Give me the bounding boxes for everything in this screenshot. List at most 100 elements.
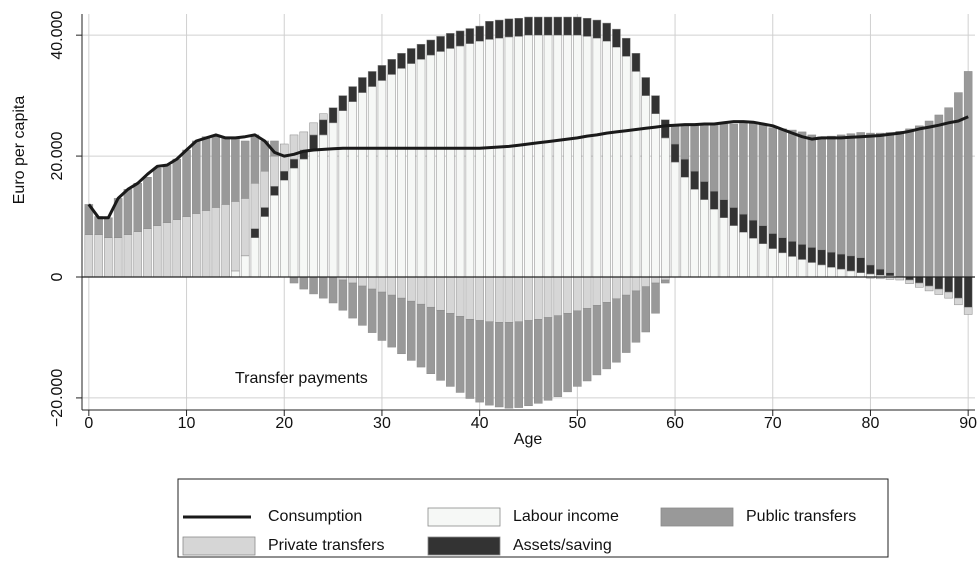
bar-segment	[719, 217, 729, 278]
bar-segment	[612, 276, 621, 300]
bar-segment	[768, 248, 778, 278]
x-tick-label: 60	[666, 415, 684, 432]
bar-segment	[543, 34, 553, 278]
bar-segment	[534, 34, 543, 278]
bar-segment	[827, 267, 836, 278]
bar-segment	[192, 213, 201, 278]
bar-segment	[670, 143, 680, 163]
bar-segment	[84, 234, 94, 278]
bar-segment	[651, 276, 660, 284]
bar-segment	[651, 282, 660, 314]
bar-segment	[485, 39, 494, 278]
bar-segment	[416, 43, 426, 60]
bar-segment	[426, 306, 436, 374]
bar-segment	[94, 234, 103, 278]
bar-segment	[358, 92, 367, 278]
bar-segment	[348, 276, 357, 284]
bar-segment	[739, 232, 748, 278]
legend-swatch	[427, 536, 501, 556]
bar-segment	[397, 297, 406, 355]
bar-segment	[231, 137, 240, 202]
bar-segment	[358, 285, 367, 326]
x-axis-label: Age	[514, 431, 543, 448]
bar-segment	[700, 124, 709, 182]
bar-segment	[690, 170, 699, 190]
bar-segment	[397, 68, 406, 278]
bar-segment	[299, 131, 309, 151]
bar-segment	[426, 39, 436, 56]
bar-segment	[690, 189, 699, 278]
bar-segment	[631, 71, 641, 278]
bar-segment	[143, 228, 152, 278]
bar-segment	[123, 234, 133, 278]
bar-segment	[367, 86, 377, 278]
legend-swatch	[182, 536, 256, 556]
bar-segment	[827, 135, 836, 253]
bar-segment	[446, 33, 455, 49]
bar-segment	[563, 313, 572, 393]
bar-segment	[475, 320, 484, 403]
bar-segment	[260, 170, 269, 208]
bar-segment	[475, 40, 484, 278]
bar-segment	[367, 71, 377, 87]
bar-segment	[485, 321, 494, 406]
bar-segment	[592, 19, 602, 39]
bar-segment	[133, 183, 142, 232]
y-tick-label: 0	[49, 272, 66, 281]
bar-segment	[641, 95, 650, 278]
bar-segment	[915, 125, 924, 278]
bar-segment	[211, 134, 221, 208]
bar-segment	[748, 238, 758, 278]
bar-segment	[270, 155, 279, 187]
bar-segment	[182, 216, 191, 278]
bar-segment	[661, 279, 670, 284]
bar-segment	[270, 195, 279, 278]
bar-segment	[338, 95, 348, 111]
bar-segment	[563, 34, 572, 278]
legend-label: Assets/saving	[513, 537, 612, 554]
bar-segment	[319, 134, 328, 278]
bar-segment	[182, 149, 191, 217]
bar-segment	[328, 122, 338, 278]
bar-segment	[407, 276, 416, 302]
bar-segment	[192, 140, 201, 214]
bar-segment	[504, 276, 514, 323]
bar-segment	[729, 225, 738, 278]
bar-segment	[817, 249, 826, 266]
bar-segment	[729, 207, 738, 226]
bar-segment	[680, 158, 690, 178]
bar-segment	[455, 316, 465, 393]
bar-segment	[309, 122, 318, 136]
bar-segment	[553, 315, 563, 397]
bar-segment	[514, 321, 523, 408]
bar-segment	[797, 131, 807, 245]
bar-segment	[504, 18, 514, 38]
bar-segment	[934, 114, 944, 278]
bar-segment	[211, 207, 221, 278]
bar-segment	[358, 276, 367, 287]
bar-segment	[651, 113, 660, 278]
bar-segment	[465, 319, 475, 399]
bar-segment	[426, 54, 436, 278]
bar-segment	[846, 270, 856, 278]
bar-segment	[573, 276, 582, 312]
bar-segment	[358, 77, 367, 93]
bar-segment	[387, 294, 396, 348]
legend-label: Labour income	[513, 508, 619, 525]
bar-segment	[367, 276, 377, 290]
bar-segment	[104, 217, 113, 238]
bar-segment	[895, 131, 905, 277]
bar-segment	[455, 30, 465, 47]
bar-segment	[768, 233, 778, 249]
bar-segment	[172, 219, 182, 278]
x-tick-label: 0	[84, 415, 93, 432]
bar-segment	[465, 43, 475, 278]
bar-segment	[758, 123, 768, 226]
bar-segment	[348, 101, 357, 278]
annotation: Transfer payments	[235, 370, 368, 387]
bar-segment	[719, 199, 729, 218]
bar-segment	[807, 247, 817, 263]
bar-segment	[152, 225, 162, 278]
bar-segment	[426, 276, 436, 308]
bar-segment	[778, 252, 787, 278]
